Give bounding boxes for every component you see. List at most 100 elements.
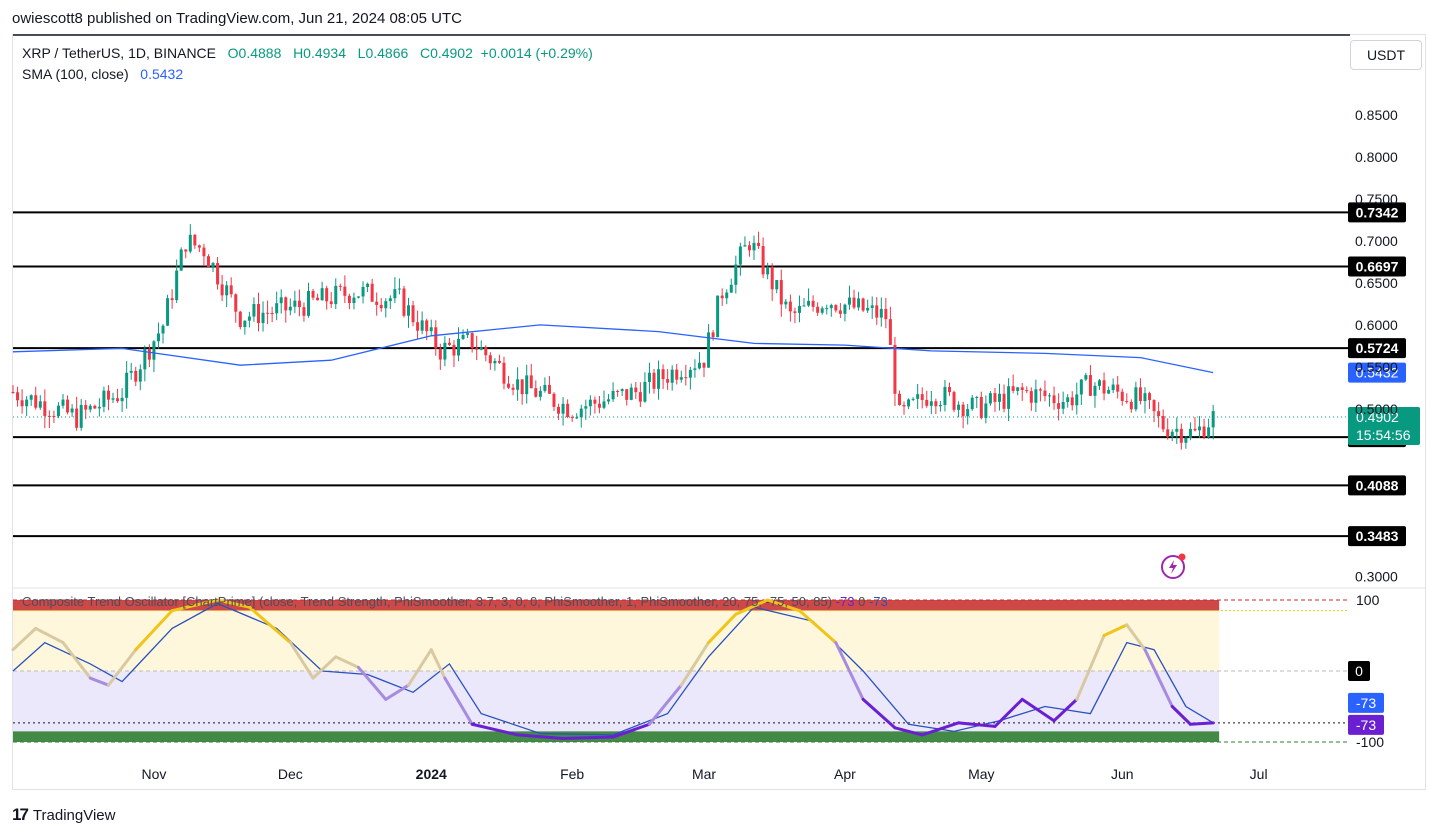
candle-body	[1125, 401, 1129, 403]
candle-body	[325, 288, 329, 302]
oscillator-title: Composite Trend Oscillator [ChartPrime] …	[22, 594, 833, 609]
candle-body	[275, 303, 279, 314]
candle-body	[516, 379, 520, 390]
candle-body	[770, 267, 774, 290]
candle-body	[425, 320, 429, 332]
candle-body	[811, 300, 815, 307]
candle-body	[470, 333, 474, 349]
candle-body	[111, 398, 115, 400]
candle-body	[202, 247, 206, 257]
candle-body	[893, 344, 897, 394]
candle-body	[1107, 390, 1111, 394]
open-value: O0.4888	[227, 45, 282, 61]
candle-body	[693, 368, 697, 370]
oscillator-legend[interactable]: Composite Trend Oscillator [ChartPrime] …	[22, 594, 888, 609]
candle-body	[1198, 426, 1202, 431]
osc-fast-label: -73	[1356, 717, 1376, 733]
osc-zero-badge	[1348, 661, 1370, 681]
candle-body	[193, 234, 197, 246]
candle-body	[347, 295, 351, 303]
candle-body	[1066, 397, 1070, 403]
candle-body	[166, 298, 170, 326]
candle-body	[502, 362, 506, 384]
candle-body	[1166, 429, 1170, 437]
oscillator-fast-segment	[861, 697, 897, 730]
oscillator-fast-segment	[679, 641, 711, 687]
lightning-alert-icon[interactable]	[1160, 552, 1188, 580]
sma-badge-label: 0.5432	[1356, 365, 1399, 381]
candle-body	[725, 292, 729, 299]
oscillator-fast-segment	[311, 655, 338, 680]
candle-body	[1088, 375, 1092, 396]
candle-body	[320, 288, 324, 301]
candle-body	[1152, 400, 1156, 412]
candle-body	[288, 306, 292, 311]
oscillator-fast-segment	[443, 676, 474, 726]
footer-brand: TradingView	[32, 806, 116, 824]
candle-body	[597, 403, 601, 408]
candle-body	[120, 397, 124, 402]
price-tick-label: 0.7000	[1355, 233, 1398, 249]
oscillator-fast-segment	[357, 665, 388, 701]
candle-body	[266, 312, 270, 314]
currency-button[interactable]: USDT	[1350, 40, 1422, 70]
oscillator-fast-segment	[61, 641, 92, 680]
candle-body	[779, 280, 783, 305]
price-tick-label: 0.5500	[1355, 359, 1398, 375]
candle-body	[52, 415, 56, 417]
candle-body	[452, 344, 456, 356]
candle-body	[947, 386, 951, 393]
osc-slow-label: -73	[1356, 695, 1376, 711]
candle-body	[1093, 385, 1097, 396]
candle-body	[375, 301, 379, 305]
candle-body	[625, 389, 629, 400]
candle-body	[711, 332, 715, 338]
candle-body	[602, 401, 606, 408]
overbought-zone	[13, 610, 1220, 671]
candle-body	[20, 400, 24, 407]
candle-body	[316, 297, 320, 301]
candle-body	[11, 392, 15, 394]
candle-body	[579, 408, 583, 418]
tradingview-logo[interactable]: 17 TradingView	[12, 805, 115, 825]
sma-legend[interactable]: SMA (100, close) 0.5432	[22, 66, 183, 82]
candle-body	[1211, 411, 1215, 428]
candle-body	[1184, 437, 1188, 443]
candle-body	[552, 393, 556, 407]
candle-body	[620, 389, 624, 392]
candle-body	[870, 305, 874, 308]
price-tick-label: 0.7500	[1355, 191, 1398, 207]
candle-body	[657, 369, 661, 389]
candle-body	[147, 348, 151, 360]
candle-body	[766, 267, 770, 275]
oscillator-fast-segment	[34, 626, 65, 645]
osc-zero-label: 0	[1355, 663, 1363, 679]
candle-body	[388, 298, 392, 302]
last-price-badge	[1348, 407, 1420, 446]
oscillator-fast-segment	[216, 598, 251, 609]
time-axis: Nov Dec 2024 Feb Mar Apr May Jun Jul	[141, 766, 1267, 782]
candle-body	[225, 285, 229, 296]
level-badge	[1348, 256, 1406, 277]
candle-body	[429, 327, 433, 332]
candle-body	[907, 399, 911, 407]
tradingview-logo-icon: 17	[12, 805, 29, 824]
sma-badge	[1348, 362, 1406, 383]
candle-body	[743, 245, 747, 247]
candle-body	[188, 234, 192, 252]
candle-body	[738, 246, 742, 265]
price-tick-label: 0.8000	[1355, 149, 1398, 165]
candle-body	[297, 300, 301, 308]
candle-body	[897, 393, 901, 406]
symbol-legend[interactable]: XRP / TetherUS, 1D, BINANCE O0.4888 H0.4…	[22, 45, 593, 61]
candle-body	[184, 249, 188, 252]
oscillator-fast-segment	[384, 683, 411, 701]
candle-body	[16, 392, 20, 401]
candle-body	[852, 297, 856, 308]
candle-body	[1029, 391, 1033, 403]
sma-label: SMA (100, close)	[22, 66, 129, 82]
candle-body	[920, 394, 924, 400]
level-badge	[1348, 338, 1406, 359]
oscillator-fast-segment	[834, 641, 865, 701]
